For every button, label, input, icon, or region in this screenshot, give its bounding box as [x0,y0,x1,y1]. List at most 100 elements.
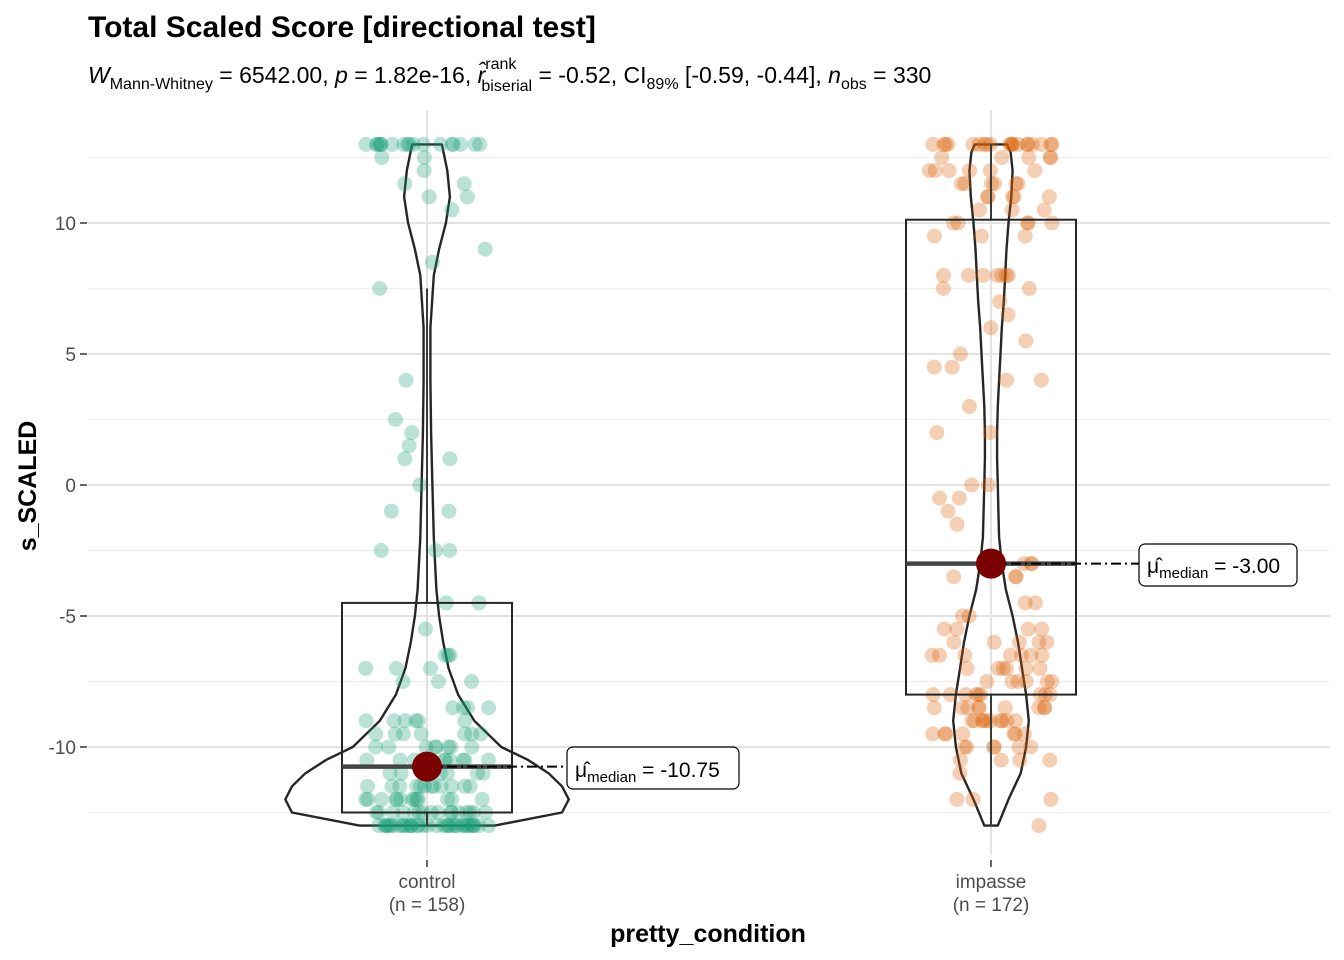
data-point-impasse [937,726,953,742]
data-point-impasse [1004,674,1020,689]
data-point-control [464,739,480,755]
data-point-impasse [975,267,991,283]
data-point-control [401,438,417,454]
data-point-impasse [955,700,970,716]
data-point-impasse [1004,136,1020,152]
data-point-control [416,163,432,179]
data-point-control [384,778,400,794]
data-point-control [460,818,476,834]
data-point-impasse [990,660,1006,676]
data-point-control [480,752,496,768]
data-point-impasse [975,713,991,729]
data-point-control [395,674,411,689]
data-point-control [467,818,482,834]
data-point-impasse [1031,634,1047,650]
data-point-control [441,818,456,834]
median-label-sub: median [1159,565,1208,582]
data-point-impasse [1024,136,1040,152]
data-point-control [481,818,496,834]
data-point-control [475,765,491,781]
data-point-control [400,136,416,152]
data-point-control [401,136,417,152]
data-point-control [445,818,461,834]
data-point-control [372,136,388,152]
chart-subtitle: WMann-Whitney = 6542.00, p = 1.82e-16, r… [88,56,931,95]
data-point-control [462,778,478,794]
data-point-impasse [965,136,981,152]
data-point-impasse [976,136,992,152]
data-point-impasse [1013,647,1029,663]
data-point-control [469,765,485,781]
median-label-control: μ̂median = -10.75 [566,746,740,790]
data-point-control [438,752,453,768]
data-point-impasse [980,477,996,493]
data-point-control [465,818,481,834]
data-point-control [371,818,387,834]
data-point-control [416,150,432,165]
data-point-impasse [1017,228,1033,244]
data-point-control [443,739,459,755]
data-point-control [442,451,458,467]
median-label-sub: median [587,769,636,786]
data-point-control [445,700,461,716]
data-point-control [456,176,472,192]
data-point-impasse [966,713,982,729]
data-point-impasse [1031,700,1047,716]
subtitle-r-sup: rank [485,56,517,73]
data-point-impasse [1002,647,1018,663]
data-point-impasse [1001,136,1017,152]
violin-control [284,143,570,827]
data-point-control [430,674,446,689]
data-point-control [369,136,385,152]
median-label-impasse: μ̂median = -3.00 [1138,543,1298,587]
data-point-impasse [1033,136,1049,152]
data-point-impasse [995,660,1011,676]
data-point-control [428,739,444,755]
data-point-impasse [997,700,1013,716]
data-point-control [426,778,442,794]
violins [284,143,1030,827]
data-point-control [472,136,488,152]
median-label-box [566,746,740,790]
data-point-impasse [952,765,968,781]
subtitle-r-value: = -0.52, [532,62,623,88]
data-point-impasse [1044,215,1060,231]
data-point-control [444,136,460,152]
data-point-impasse [964,713,980,729]
data-point-control [358,791,374,807]
data-point-control [389,791,404,807]
data-point-control [418,739,434,755]
median-label-symbol: μ̂ [575,759,591,782]
data-point-control [460,700,475,716]
y-tick-label: 10 [55,214,76,235]
data-point-impasse [959,660,975,676]
data-point-impasse [940,503,956,519]
data-point-impasse [1008,713,1024,729]
data-point-impasse [932,647,948,663]
data-point-impasse [961,163,977,179]
data-point-impasse [951,490,967,506]
box-control [341,601,513,814]
data-point-control [477,241,493,257]
data-point-impasse [1041,189,1057,205]
data-point-control [433,778,449,794]
data-point-control [448,818,464,834]
data-point-control [384,136,400,152]
data-point-impasse [1018,674,1034,689]
subtitle-p-value: = 1.82e-16, [348,62,478,88]
data-point-impasse [1018,660,1034,676]
grid-lines [88,110,1330,855]
data-point-impasse [954,608,970,624]
data-point-impasse [1010,674,1026,689]
data-point-impasse [971,700,987,716]
data-point-impasse [1019,136,1035,152]
data-point-control [473,726,489,742]
data-point-impasse [1043,150,1059,165]
data-point-impasse [1020,136,1035,152]
data-point-impasse [974,228,989,244]
data-point-impasse [1034,647,1050,663]
subtitle-ci-value: [-0.59, -0.44], [679,62,829,88]
median-label-text: μ̂median = -3.00 [1147,555,1280,582]
data-point-impasse [952,346,968,362]
